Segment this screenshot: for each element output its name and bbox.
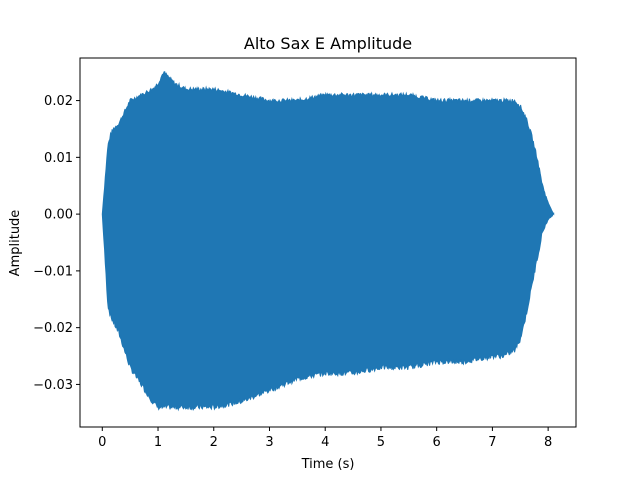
y-axis-label: Amplitude bbox=[8, 210, 23, 277]
x-axis: 0 1 2 3 4 5 6 7 8 bbox=[98, 427, 552, 450]
y-axis: −0.03 −0.02 −0.01 0.00 0.01 0.02 bbox=[33, 94, 80, 393]
plot-frame bbox=[79, 57, 577, 428]
x-tick-label: 4 bbox=[321, 435, 329, 450]
x-tick-label: 0 bbox=[98, 435, 106, 450]
y-tick-label: −0.01 bbox=[33, 264, 73, 279]
y-tick-label: 0.01 bbox=[44, 151, 73, 166]
x-tick-label: 8 bbox=[544, 435, 552, 450]
x-tick-label: 2 bbox=[210, 435, 218, 450]
y-tick-label: 0.00 bbox=[44, 208, 73, 223]
y-tick-label: 0.02 bbox=[44, 94, 73, 109]
y-tick-label: −0.02 bbox=[33, 321, 73, 336]
waveform-series-0 bbox=[101, 71, 555, 412]
x-tick-label: 7 bbox=[488, 435, 496, 450]
x-tick-label: 3 bbox=[265, 435, 273, 450]
x-tick-label: 6 bbox=[433, 435, 441, 450]
chart-title: Alto Sax E Amplitude bbox=[244, 34, 412, 53]
y-tick-label: −0.03 bbox=[33, 378, 73, 393]
plot-area bbox=[101, 71, 555, 412]
x-tick-label: 1 bbox=[154, 435, 162, 450]
x-axis-label: Time (s) bbox=[301, 457, 355, 472]
x-tick-label: 5 bbox=[377, 435, 385, 450]
